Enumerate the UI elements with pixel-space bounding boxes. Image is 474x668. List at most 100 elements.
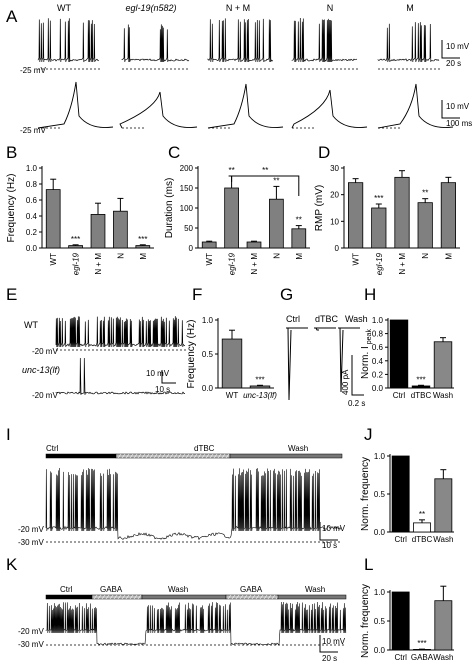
significance-marker: **: [419, 510, 425, 519]
panel-g-scale-i: 400 pA: [341, 369, 350, 395]
y-tick-label: 1.0: [372, 316, 384, 325]
condition-bar: [45, 594, 93, 600]
panel-a-bottom-baseline-label: -25 mV: [20, 126, 46, 135]
panel-a-bottom-scalebar: 10 mV 100 ms: [441, 100, 472, 128]
hatch-line: [227, 594, 232, 600]
hatch-line: [247, 594, 252, 600]
hatch-line: [197, 453, 202, 459]
chart-rmp: 0 10 20 30 RMP (mV) WT *** egl-19 N + M ** N M: [314, 164, 460, 275]
ap-wt: [37, 81, 114, 129]
panel-e-scale-t: 10 s: [155, 385, 170, 394]
hatch-line: [189, 453, 194, 459]
y-tick-label: 0.0: [372, 384, 384, 393]
y-tick-label: 0.0: [26, 244, 38, 253]
hatch-line: [251, 594, 256, 600]
bar: [291, 228, 307, 249]
bar: [434, 600, 453, 651]
panel-e-traces: [55, 316, 186, 396]
panel-i-bar-label-dtbc: dTBC: [194, 444, 215, 453]
significance-marker: ***: [417, 639, 426, 648]
bar: [269, 198, 284, 249]
ap-egl19: [119, 91, 198, 129]
panel-a-traces: [37, 17, 454, 129]
x-tick-label: WT: [205, 253, 214, 266]
panel-f-letter: F: [192, 285, 202, 304]
x-tick-label: Ctrl: [394, 535, 407, 544]
significance-marker: ***: [255, 375, 264, 384]
hatch-line: [181, 453, 186, 459]
panel-i-letter: I: [6, 425, 11, 444]
hatch-line: [221, 453, 226, 459]
y-tick-label: 30: [330, 164, 339, 173]
panel-i-condition-bars: [45, 453, 343, 459]
panel-k-baseline1: -20 mV: [18, 627, 44, 636]
hatch-line: [121, 453, 126, 459]
panel-a-top-baseline-label: -25 mV: [20, 66, 46, 75]
panel-k-trace: [45, 602, 347, 646]
chart-frequency: 0.0 0.2 0.4 0.6 0.8 1.0 Frequency (Hz) WT *** egl…: [6, 164, 154, 275]
x-tick-label: M: [295, 253, 304, 260]
panel-g-scale-t: 0.2 s: [348, 399, 365, 408]
bar: [246, 241, 262, 249]
hatch-line: [243, 594, 248, 600]
panel-e-trace1-label: WT: [24, 320, 38, 330]
hatch-line: [137, 594, 142, 600]
y-tick-label: 50: [184, 224, 193, 233]
y-axis-label: Frequency (Hz): [6, 174, 17, 243]
x-tick-label: N: [421, 253, 430, 259]
chart-frequency-unc13: 0.0 0.5 1.0 Frequency (Hz) WT *** unc-13(lf): [186, 316, 277, 400]
x-tick-label: WT: [352, 253, 361, 266]
x-tick-label: N: [116, 253, 125, 259]
hatch-line: [117, 594, 122, 600]
panel-g-label-dtbc: dTBC: [315, 314, 339, 324]
x-tick-label: Wash: [433, 535, 453, 544]
panel-a-bottom-scale-t: 100 ms: [446, 119, 472, 128]
panel-i-scale-t: 10 s: [322, 541, 337, 550]
bar: [221, 338, 243, 389]
y-tick-label: 0.2: [372, 370, 384, 379]
bar: [348, 182, 364, 249]
condition-label-n: N: [327, 3, 334, 13]
hatch-line: [133, 594, 138, 600]
x-tick-label: Wash: [433, 391, 453, 400]
y-tick-label: 1.0: [374, 452, 386, 461]
y-tick-label: 0: [335, 244, 340, 253]
panel-e-baseline1: -20 mV: [32, 347, 58, 356]
bracket-label: **: [262, 166, 268, 175]
bar: [433, 341, 453, 389]
bar: [391, 591, 410, 651]
x-tick-label: egl-19: [72, 252, 81, 275]
y-tick-label: 10: [330, 217, 339, 226]
panel-l-letter: L: [364, 555, 373, 574]
x-tick-label: M: [139, 253, 148, 260]
condition-bar: [277, 594, 347, 600]
y-tick-label: 1.0: [202, 316, 214, 325]
y-tick-label: 0: [189, 244, 194, 253]
hatch-line: [213, 453, 218, 459]
hatch-line: [125, 453, 130, 459]
x-tick-label: M: [444, 253, 453, 260]
ap-n: [291, 89, 368, 129]
panel-g-label-wash: Wash: [345, 314, 368, 324]
condition-label-nm: N + M: [226, 3, 250, 13]
y-tick-label: 0.5: [202, 350, 214, 359]
x-tick-label: N + M: [398, 253, 407, 275]
hatch-line: [105, 594, 110, 600]
current-wash: [338, 327, 360, 393]
hatch-line: [125, 594, 130, 600]
condition-bar: [45, 453, 117, 459]
bar: [135, 245, 151, 249]
significance-marker: ***: [71, 235, 80, 244]
current-dtbc: [314, 327, 336, 331]
y-tick-label: 0.6: [372, 343, 384, 352]
x-tick-label: N + M: [94, 253, 103, 275]
hatch-line: [267, 594, 272, 600]
hatch-line: [161, 453, 166, 459]
panel-k-bar-label-ctrl: Ctrl: [60, 585, 73, 594]
condition-label-egl19: egl-19(n582): [125, 3, 176, 13]
hatch-line: [205, 453, 210, 459]
x-tick-label: WT: [226, 391, 239, 400]
panel-k-bar-label-wash2: Wash: [305, 585, 325, 594]
panel-g-label-ctrl: Ctrl: [286, 314, 300, 324]
